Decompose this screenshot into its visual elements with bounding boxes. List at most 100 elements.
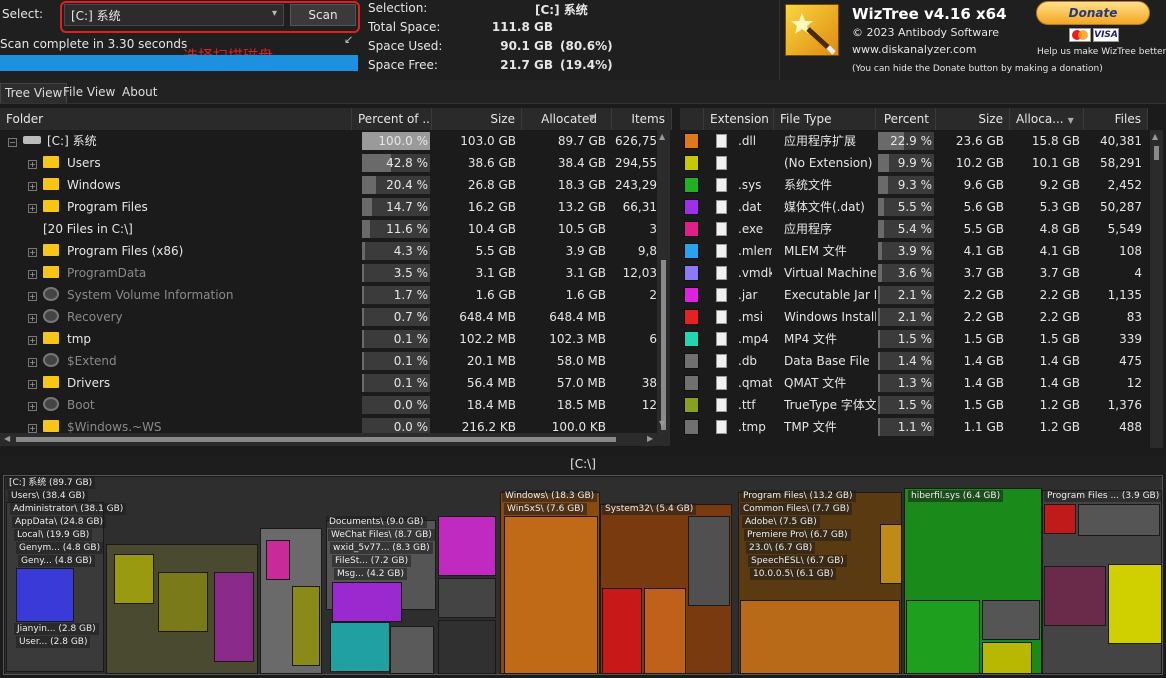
column-header-folder[interactable]: Folder [0, 108, 352, 130]
treemap-block[interactable] [292, 586, 320, 666]
treemap-block[interactable] [740, 600, 900, 674]
chevron-down-icon[interactable]: ▾ [271, 8, 277, 19]
scroll-right-icon[interactable]: ▶ [647, 434, 654, 443]
scroll-up-icon[interactable]: ▲ [1152, 132, 1159, 141]
column-header-percent[interactable]: Percent of ... [352, 108, 432, 130]
tab-about[interactable]: About [122, 85, 158, 99]
files-cell: 1,376 [1107, 398, 1142, 412]
treemap-block[interactable] [644, 588, 686, 674]
treemap-block[interactable] [880, 524, 902, 584]
expand-icon[interactable]: + [28, 204, 37, 213]
treemap-block[interactable] [982, 642, 1032, 674]
tab-file-view[interactable]: File View [63, 85, 116, 99]
column-header-files[interactable]: Files [1084, 108, 1148, 130]
expand-icon[interactable]: + [28, 358, 37, 367]
tree-row[interactable]: + Windows 20.4 % 26.8 GB 18.3 GB 243,29 [0, 174, 657, 196]
expand-icon[interactable]: + [28, 336, 37, 345]
website-link[interactable]: www.diskanalyzer.com [852, 43, 977, 56]
column-header-ft-percent[interactable]: Percent [876, 108, 936, 130]
filetype-row[interactable]: .mp4 MP4 文件 1.5 % 1.5 GB 1.5 GB 339 [680, 328, 1150, 350]
filetype-row[interactable]: .exe 应用程序 5.4 % 5.5 GB 4.8 GB 5,549 [680, 218, 1150, 240]
treemap-block[interactable] [438, 620, 496, 674]
ft-size-cell: 3.7 GB [963, 266, 1004, 280]
tree-row[interactable]: + Program Files 14.7 % 16.2 GB 13.2 GB 66… [0, 196, 657, 218]
expand-icon[interactable]: + [28, 292, 37, 301]
tree-row[interactable]: + Drivers 0.1 % 56.4 MB 57.0 MB 38 [0, 372, 657, 394]
tab-tree-view[interactable]: Tree View [0, 83, 68, 103]
tree-row[interactable]: − [C:] 系统 100.0 % 103.0 GB 89.7 GB 626,75 [0, 130, 657, 152]
treemap-block[interactable] [1044, 566, 1106, 626]
expand-icon[interactable]: + [28, 182, 37, 191]
filetype-row[interactable]: .jar Executable Jar Fi 2.1 % 2.2 GB 2.2 … [680, 284, 1150, 306]
expand-icon[interactable]: + [28, 270, 37, 279]
expand-icon[interactable]: + [28, 402, 37, 411]
column-header-size[interactable]: Size [432, 108, 522, 130]
filetype-scroll-thumb[interactable] [1154, 146, 1159, 160]
tree-row[interactable]: + $Extend 0.1 % 20.1 MB 58.0 MB [0, 350, 657, 372]
filetype-row[interactable]: .qmat QMAT 文件 1.3 % 1.4 GB 1.4 GB 12 [680, 372, 1150, 394]
treemap-block[interactable] [504, 516, 598, 674]
column-header-ft-allocated[interactable]: Alloca... ▼ [1010, 108, 1084, 130]
tree-row[interactable]: + Program Files (x86) 4.3 % 5.5 GB 3.9 GB… [0, 240, 657, 262]
expand-icon[interactable]: + [28, 160, 37, 169]
treemap-block[interactable] [390, 626, 434, 674]
scroll-down-icon[interactable]: ▼ [659, 419, 666, 428]
donate-button[interactable]: Donate [1036, 1, 1150, 25]
tree-row[interactable]: + tmp 0.1 % 102.2 MB 102.3 MB 6 [0, 328, 657, 350]
treemap-block[interactable] [16, 568, 74, 622]
tree-row[interactable]: + Users 42.8 % 38.6 GB 38.4 GB 294,55 [0, 152, 657, 174]
expand-icon[interactable]: + [28, 380, 37, 389]
tree-row[interactable]: [20 Files in C:\] 11.6 % 10.4 GB 10.5 GB… [0, 218, 657, 240]
column-header-allocated[interactable]: Allocated [522, 108, 612, 130]
filetype-vertical-scrollbar[interactable]: ▲ [1150, 130, 1163, 448]
scroll-up-icon[interactable]: ▲ [659, 132, 666, 141]
tree-row[interactable]: + Boot 0.0 % 18.4 MB 18.5 MB 12 [0, 394, 657, 416]
treemap-block[interactable] [438, 578, 496, 618]
filetype-row[interactable]: (No Extension) 9.9 % 10.2 GB 10.1 GB 58,… [680, 152, 1150, 174]
collapse-icon[interactable]: − [8, 138, 17, 147]
expand-icon[interactable]: + [28, 314, 37, 323]
tree-hscroll-thumb[interactable] [16, 437, 616, 442]
filetype-row[interactable]: .tmp TMP 文件 1.1 % 1.1 GB 1.2 GB 488 [680, 416, 1150, 438]
treemap-block[interactable] [214, 572, 254, 662]
filetype-row[interactable]: .msi Windows Installe 2.1 % 2.2 GB 2.2 G… [680, 306, 1150, 328]
filetype-row[interactable]: .dat 媒体文件(.dat) 5.5 % 5.6 GB 5.3 GB 50,2… [680, 196, 1150, 218]
drive-select[interactable]: [C:] 系统 ▾ [64, 4, 284, 26]
filetype-row[interactable]: .ttf TrueType 字体文 1.5 % 1.5 GB 1.2 GB 1,… [680, 394, 1150, 416]
tree-row[interactable]: + ProgramData 3.5 % 3.1 GB 3.1 GB 12,03 [0, 262, 657, 284]
column-header-ft-size[interactable]: Size [936, 108, 1010, 130]
treemap-block[interactable] [688, 516, 730, 606]
column-header-extension[interactable]: Extension [704, 108, 774, 130]
scan-button[interactable]: Scan [290, 4, 356, 26]
scroll-left-icon[interactable]: ◀ [4, 434, 11, 443]
treemap-block[interactable] [114, 554, 154, 604]
treemap-block[interactable] [158, 572, 208, 632]
treemap[interactable]: [C:] 系统 (89.7 GB) Users\ (38.4 GB) Adminis… [3, 475, 1163, 675]
treemap-block[interactable] [438, 516, 496, 576]
treemap-block[interactable] [906, 600, 980, 674]
tree-row[interactable]: + System Volume Information 1.7 % 1.6 GB … [0, 284, 657, 306]
filetype-row[interactable]: .vmdk Virtual Machine 3.6 % 3.7 GB 3.7 G… [680, 262, 1150, 284]
filetype-row[interactable]: .db Data Base File 1.4 % 1.4 GB 1.4 GB 4… [680, 350, 1150, 372]
treemap-block[interactable] [1078, 504, 1160, 536]
filetype-row[interactable]: .sys 系统文件 9.3 % 9.6 GB 9.2 GB 2,452 [680, 174, 1150, 196]
treemap-block[interactable] [332, 582, 402, 622]
column-header-file-type[interactable]: File Type [774, 108, 876, 130]
treemap-block[interactable] [1044, 504, 1076, 534]
tree-row[interactable]: + Recovery 0.7 % 648.4 MB 648.4 MB [0, 306, 657, 328]
tree-horizontal-scrollbar[interactable]: ◀ ▶ [0, 433, 670, 446]
treemap-block[interactable] [602, 588, 642, 674]
expand-icon[interactable]: + [28, 424, 37, 433]
treemap-block[interactable] [982, 600, 1040, 640]
column-header-color[interactable] [680, 108, 704, 130]
tree-row[interactable]: + $Windows.~WS 0.0 % 216.2 KB 100.0 KB [0, 416, 657, 433]
column-header-items[interactable]: Items [612, 108, 672, 130]
treemap-block[interactable] [1108, 564, 1162, 644]
filetype-row[interactable]: .mlem MLEM 文件 3.9 % 4.1 GB 4.1 GB 108 [680, 240, 1150, 262]
tree-scroll-thumb[interactable] [661, 260, 666, 430]
treemap-block[interactable] [266, 540, 290, 580]
treemap-block[interactable] [330, 622, 390, 672]
filetype-row[interactable]: .dll 应用程序扩展 22.9 % 23.6 GB 15.8 GB 40,38… [680, 130, 1150, 152]
expand-icon[interactable]: + [28, 248, 37, 257]
tree-vertical-scrollbar[interactable]: ▲ ▼ [657, 130, 670, 433]
